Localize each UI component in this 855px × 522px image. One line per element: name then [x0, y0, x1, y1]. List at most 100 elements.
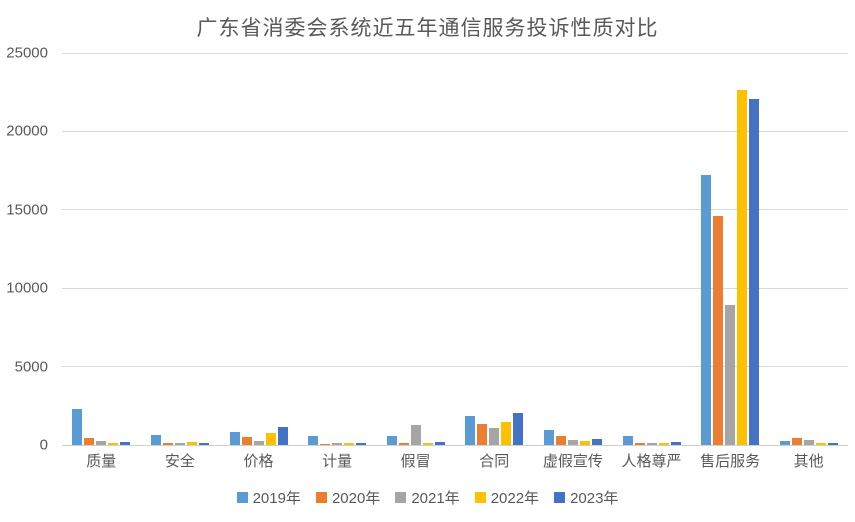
- y-axis-tick-label: 25000: [6, 44, 48, 62]
- legend-item-2019年: 2019年: [236, 487, 301, 508]
- y-axis-tick-label: 10000: [6, 279, 48, 297]
- x-axis-category-label: 假冒: [400, 453, 431, 470]
- plot-area: 0 5000 10000 15000 20000 25000: [6, 45, 848, 454]
- bar-group: [543, 429, 603, 445]
- bar-group: [700, 89, 760, 445]
- x-axis-category-label: 安全: [164, 453, 195, 470]
- legend-swatch-icon: [554, 492, 566, 503]
- bar-2021年-质量: [96, 440, 107, 445]
- bar-2020年-人格尊严: [634, 443, 645, 445]
- bar-2021年-人格尊严: [646, 442, 657, 445]
- x-axis-category-label: 质量: [86, 453, 117, 470]
- bar-2019年-合同: [465, 416, 476, 445]
- legend-swatch-icon: [395, 492, 407, 503]
- y-axis-tick-label: 15000: [6, 201, 48, 219]
- bar-2022年-其他: [815, 442, 826, 445]
- bar-group: [386, 424, 446, 445]
- bar-2022年-假冒: [422, 443, 433, 445]
- bar-group: [150, 434, 210, 445]
- y-axis-tick-label: 5000: [14, 358, 48, 376]
- legend-label: 2019年: [252, 490, 301, 507]
- bar-2019年-价格: [229, 432, 240, 445]
- bar-2022年-合同: [501, 421, 512, 445]
- bar-2020年-计量: [320, 444, 331, 445]
- bar-group: [622, 436, 682, 445]
- bar-2020年-价格: [241, 437, 252, 445]
- legend-item-2021年: 2021年: [395, 487, 460, 508]
- bar-2020年-安全: [162, 443, 173, 445]
- x-axis-category-label: 售后服务: [700, 453, 761, 470]
- gridline: [62, 287, 848, 289]
- gridline: [62, 366, 848, 368]
- bar-2023年-质量: [120, 441, 131, 445]
- bar-2023年-安全: [198, 442, 209, 445]
- bar-2021年-售后服务: [725, 304, 736, 445]
- legend: 2019年 2020年 2021年 2022年 2023年: [0, 487, 855, 508]
- bar-2023年-价格: [277, 426, 288, 445]
- legend-label: 2022年: [490, 490, 540, 507]
- gridline: [62, 52, 848, 54]
- bar-2023年-假冒: [434, 442, 445, 445]
- bar-2021年-虚假宣传: [567, 439, 578, 445]
- legend-swatch-icon: [236, 492, 248, 503]
- y-axis-tick-label: 0: [39, 436, 48, 454]
- bar-2022年-安全: [186, 442, 197, 445]
- bar-2019年-虚假宣传: [543, 429, 554, 445]
- bar-2020年-售后服务: [713, 216, 724, 445]
- x-axis-category-label: 其他: [793, 453, 824, 470]
- x-axis: 质量 安全 价格 计量 假冒 合同 虚假宣传 人格尊严 售后服务 其他: [62, 450, 848, 474]
- bar-2023年-其他: [827, 442, 838, 445]
- x-axis-category-label: 价格: [243, 453, 274, 470]
- bar-2021年-价格: [253, 440, 264, 445]
- legend-swatch-icon: [474, 492, 486, 503]
- bar-2023年-合同: [513, 413, 524, 445]
- bar-2021年-假冒: [410, 424, 421, 445]
- legend-label: 2021年: [411, 490, 460, 507]
- bar-2023年-人格尊严: [670, 442, 681, 445]
- bar-2020年-假冒: [398, 442, 409, 445]
- gridline: [62, 444, 848, 446]
- chart-title: 广东省消委会系统近五年通信服务投诉性质对比: [196, 17, 659, 40]
- bar-2021年-合同: [489, 427, 500, 445]
- bar-2019年-质量: [72, 409, 83, 445]
- legend-item-2020年: 2020年: [315, 487, 380, 508]
- bar-2021年-安全: [174, 442, 185, 445]
- bar-2019年-其他: [779, 440, 790, 445]
- x-axis-category-label: 人格尊严: [621, 453, 682, 470]
- bar-2023年-售后服务: [749, 99, 760, 445]
- bar-2019年-假冒: [386, 435, 397, 445]
- gridline: [62, 209, 848, 211]
- bar-group: [307, 435, 367, 445]
- bar-2022年-计量: [344, 442, 355, 445]
- bar-group: [229, 426, 289, 445]
- bar-2023年-虚假宣传: [591, 439, 602, 445]
- bar-2020年-虚假宣传: [555, 435, 566, 445]
- legend-label: 2023年: [570, 490, 619, 507]
- bar-2019年-安全: [150, 434, 161, 445]
- bar-group: [779, 438, 839, 445]
- bar-group: [71, 409, 131, 445]
- x-axis-category-label: 合同: [479, 453, 510, 470]
- x-axis-category-label: 计量: [322, 453, 353, 470]
- gridline: [62, 130, 848, 132]
- legend-item-2023年: 2023年: [554, 487, 618, 508]
- bar-group: [464, 413, 524, 445]
- bar-2021年-计量: [332, 442, 343, 445]
- bar-2021年-其他: [803, 440, 814, 445]
- bar-2019年-售后服务: [701, 175, 712, 445]
- legend-swatch-icon: [315, 492, 327, 503]
- bar-2022年-价格: [265, 433, 276, 445]
- bar-2022年-虚假宣传: [579, 441, 590, 445]
- bar-2020年-其他: [791, 438, 802, 445]
- bar-2020年-合同: [477, 423, 488, 445]
- x-axis-category-label: 虚假宣传: [542, 453, 603, 470]
- bar-2022年-人格尊严: [658, 442, 669, 445]
- bar-2019年-计量: [308, 435, 319, 445]
- bar-2022年-售后服务: [737, 89, 748, 445]
- y-axis-tick-label: 20000: [6, 122, 48, 140]
- bar-2019年-人格尊严: [622, 436, 633, 445]
- legend-item-2022年: 2022年: [474, 487, 540, 508]
- bar-2023年-计量: [356, 442, 367, 445]
- bar-2020年-质量: [84, 437, 95, 445]
